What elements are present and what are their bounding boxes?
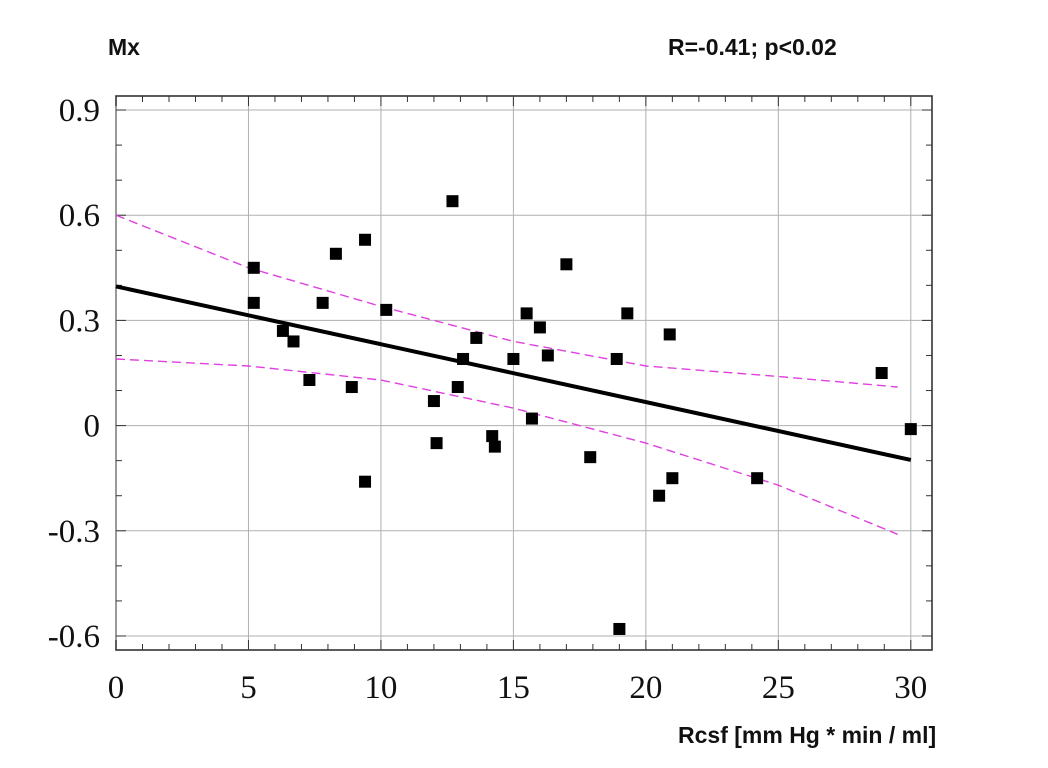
y-tick-label: 0.6 <box>59 198 100 234</box>
data-point <box>247 296 260 309</box>
data-point <box>488 440 501 453</box>
y-tick-label: -0.6 <box>48 619 100 655</box>
minor-ticks <box>115 96 932 650</box>
data-point <box>446 195 459 208</box>
x-tick-label: 15 <box>497 670 530 706</box>
x-tick-labels: 0 5 10 15 20 25 30 <box>108 670 928 706</box>
data-point <box>451 381 464 394</box>
data-point <box>247 261 260 274</box>
data-point <box>303 374 316 387</box>
x-tick-label: 20 <box>629 670 662 706</box>
data-point <box>430 437 443 450</box>
data-point <box>751 472 764 485</box>
confidence-band-lower <box>115 358 898 535</box>
data-point <box>904 423 917 436</box>
data-point <box>560 258 573 271</box>
data-point <box>316 296 329 309</box>
data-point <box>359 233 372 246</box>
data-point <box>427 395 440 408</box>
y-tick-label: -0.3 <box>48 514 100 550</box>
data-point <box>345 381 358 394</box>
x-tick-label: 30 <box>894 670 927 706</box>
data-point <box>329 247 342 260</box>
data-point <box>287 335 300 348</box>
data-point <box>621 307 634 320</box>
data-point <box>457 352 470 365</box>
data-point <box>541 349 554 362</box>
y-tick-label: 0 <box>84 409 101 445</box>
plot-frame <box>115 95 933 651</box>
x-axis-label: Rcsf [mm Hg * min / ml] <box>678 722 937 748</box>
data-point <box>666 472 679 485</box>
regression-line <box>115 284 912 462</box>
data-point <box>470 331 483 344</box>
data-point <box>663 328 676 341</box>
data-point <box>533 321 546 334</box>
data-point <box>276 324 289 337</box>
x-tick-label: 10 <box>364 670 397 706</box>
data-point <box>653 489 666 502</box>
x-tick-label: 5 <box>240 670 257 706</box>
data-point <box>380 303 393 316</box>
regression-line-group <box>115 284 912 462</box>
data-point <box>875 367 888 379</box>
data-point <box>486 430 499 443</box>
data-point <box>520 307 533 320</box>
y-tick-labels: 0.9 0.6 0.3 0 -0.3 -0.6 <box>48 93 100 655</box>
data-point <box>525 412 538 425</box>
data-point <box>613 622 626 635</box>
y-tick-label: 0.3 <box>59 303 100 339</box>
y-tick-label: 0.9 <box>59 93 100 129</box>
data-point <box>507 352 520 365</box>
y-axis-label: Mx <box>108 34 140 60</box>
data-points <box>247 195 917 635</box>
data-point <box>359 475 372 488</box>
x-tick-label: 0 <box>108 670 125 706</box>
data-point <box>584 451 597 464</box>
correlation-annotation: R=-0.41; p<0.02 <box>668 34 837 60</box>
data-point <box>610 352 623 365</box>
x-tick-label: 25 <box>762 670 795 706</box>
